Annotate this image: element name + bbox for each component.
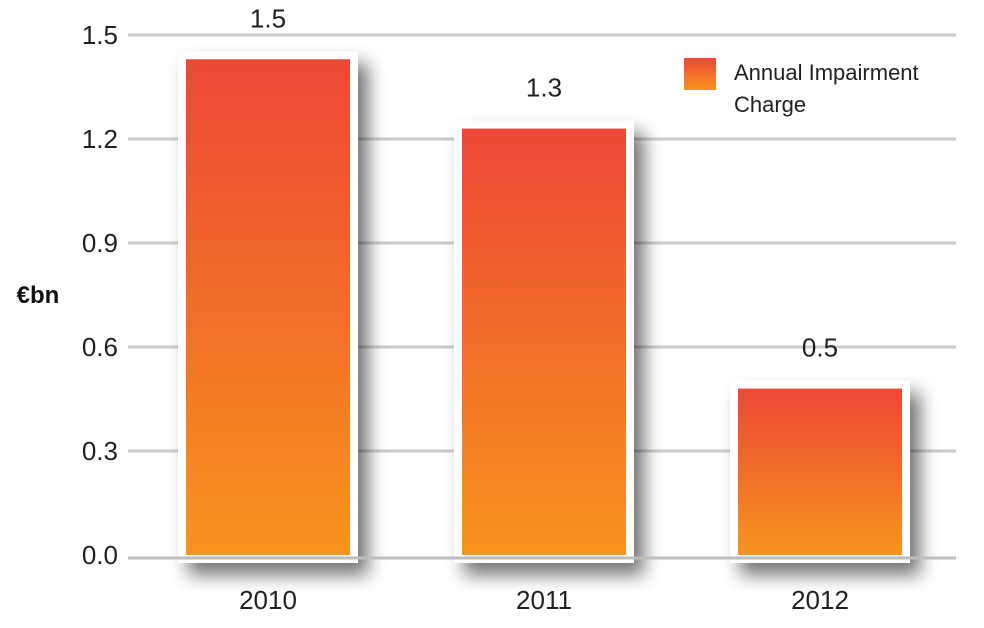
y-axis-tick-labels: 0.0 0.3 0.6 0.9 1.2 1.5 (82, 20, 118, 570)
legend-label: Annual Impairment Charge (734, 60, 925, 117)
legend-swatch (684, 58, 716, 90)
x-tick-label: 2010 (239, 585, 297, 615)
y-tick-label: 0.3 (82, 436, 118, 466)
bars (178, 51, 910, 564)
bar (462, 128, 626, 555)
bar (738, 388, 902, 555)
y-tick-label: 1.2 (82, 124, 118, 154)
bar-2010 (178, 51, 358, 564)
legend-label-line-2: Charge (734, 92, 806, 117)
data-label: 1.3 (526, 73, 562, 103)
y-tick-label: 0.9 (82, 228, 118, 258)
x-tick-label: 2012 (791, 585, 849, 615)
data-label: 1.5 (250, 3, 286, 33)
y-tick-label: 1.5 (82, 20, 118, 50)
legend-label-line-1: Annual Impairment (734, 60, 919, 85)
y-axis-label: €bn (17, 282, 60, 309)
data-labels: 1.5 1.3 0.5 (250, 3, 838, 362)
legend: Annual Impairment Charge (684, 58, 925, 117)
bar-2012 (730, 380, 910, 563)
x-axis-tick-labels: 2010 2011 2012 (239, 585, 849, 615)
x-tick-label: 2011 (516, 585, 572, 615)
y-tick-label: 0.0 (82, 540, 118, 570)
bar-2011 (454, 120, 634, 563)
data-label: 0.5 (802, 333, 838, 363)
bar (186, 59, 350, 556)
y-tick-label: 0.6 (82, 332, 118, 362)
